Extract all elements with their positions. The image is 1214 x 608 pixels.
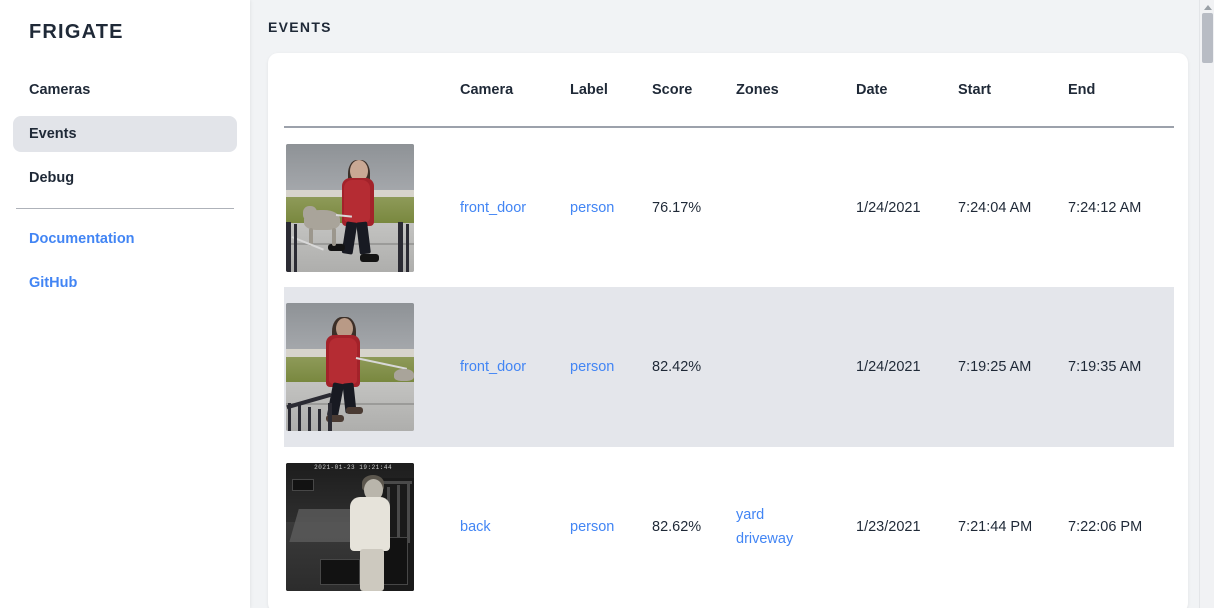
event-label-link[interactable]: person <box>570 199 615 216</box>
event-score: 76.17% <box>652 199 702 216</box>
column-header-camera[interactable]: Camera <box>460 53 570 128</box>
sidebar-link-documentation[interactable]: Documentation <box>29 231 135 247</box>
event-date: 1/24/2021 <box>856 287 958 447</box>
event-thumbnail-cell <box>284 127 460 287</box>
events-card: Camera Label Score Zones Date Start End <box>268 53 1188 608</box>
event-thumbnail-cell <box>284 287 460 447</box>
event-start-time: 7:19:25 AM <box>958 287 1068 447</box>
sidebar-item-events[interactable]: Events <box>13 116 237 152</box>
table-row[interactable]: 2021-01-23 19:21:44 back person 82.62% y… <box>284 447 1174 607</box>
column-header-end[interactable]: End <box>1068 53 1174 128</box>
event-end-time: 7:22:06 PM <box>1068 519 1143 535</box>
event-camera-link[interactable]: front_door <box>460 287 570 447</box>
event-thumbnail-image[interactable] <box>286 303 414 431</box>
column-header-date[interactable]: Date <box>856 53 958 128</box>
event-score: 82.42% <box>652 287 736 447</box>
sidebar: FRIGATE Cameras Events Debug Documentati… <box>0 0 250 608</box>
event-date: 1/23/2021 <box>856 519 921 535</box>
event-zones: yard driveway <box>736 447 856 607</box>
main-content: EVENTS Camera Label Score Zones Date Sta… <box>250 0 1214 608</box>
event-thumbnail-cell: 2021-01-23 19:21:44 <box>284 447 460 607</box>
column-header-thumbnail <box>284 53 460 128</box>
events-table-head: Camera Label Score Zones Date Start End <box>284 53 1174 128</box>
chevron-up-icon[interactable] <box>1200 0 1214 13</box>
event-score: 82.62% <box>652 519 702 535</box>
app-brand-title: FRIGATE <box>29 21 124 43</box>
sidebar-nav: Cameras Events Debug Documentation GitHu… <box>13 72 237 301</box>
events-table: Camera Label Score Zones Date Start End <box>284 53 1174 607</box>
thumbnail-wrapper <box>284 303 460 431</box>
table-row[interactable]: front_door person 82.42% 1/24/2021 7:19:… <box>284 287 1174 447</box>
column-header-start[interactable]: Start <box>958 53 1068 128</box>
sidebar-item-debug[interactable]: Debug <box>29 170 75 186</box>
event-label-link[interactable]: person <box>570 519 615 535</box>
thumbnail-wrapper: 2021-01-23 19:21:44 <box>284 463 460 591</box>
column-header-zones[interactable]: Zones <box>736 53 856 128</box>
events-table-header-row: Camera Label Score Zones Date Start End <box>284 53 1174 128</box>
page-scrollbar[interactable] <box>1199 0 1214 608</box>
event-camera-link[interactable]: front_door <box>460 199 527 216</box>
event-thumbnail-image[interactable]: 2021-01-23 19:21:44 <box>286 463 414 591</box>
event-start-time: 7:24:04 AM <box>958 199 1032 216</box>
thumbnail-wrapper <box>284 143 460 272</box>
event-thumbnail-image[interactable] <box>286 143 414 272</box>
column-header-label[interactable]: Label <box>570 53 652 128</box>
event-start-time: 7:21:44 PM <box>958 519 1033 535</box>
sidebar-link-github[interactable]: GitHub <box>29 275 78 291</box>
event-end-time: 7:24:12 AM <box>1068 199 1142 216</box>
event-label-link[interactable]: person <box>570 287 652 447</box>
page-title: EVENTS <box>268 19 332 35</box>
event-camera-link[interactable]: back <box>460 519 491 535</box>
table-row[interactable]: front_door person 76.17% 1/24/2021 7:24:… <box>284 127 1174 287</box>
events-table-body: front_door person 76.17% 1/24/2021 7:24:… <box>284 127 1174 607</box>
event-zones <box>736 287 856 447</box>
sidebar-divider <box>16 208 234 209</box>
sidebar-item-cameras[interactable]: Cameras <box>29 82 91 98</box>
event-end-time: 7:19:35 AM <box>1068 287 1174 447</box>
event-zone-driveway[interactable]: driveway <box>736 531 794 547</box>
event-zone-yard[interactable]: yard <box>736 507 765 523</box>
column-header-score[interactable]: Score <box>652 53 736 128</box>
event-date: 1/24/2021 <box>856 199 921 216</box>
scrollbar-thumb[interactable] <box>1202 13 1213 63</box>
event-zones <box>736 127 856 287</box>
